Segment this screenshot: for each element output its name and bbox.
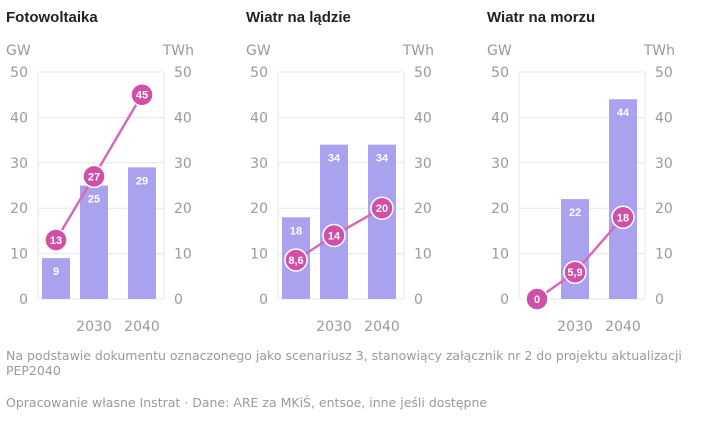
chart-title: Wiatr na morzu — [487, 9, 595, 26]
left-unit-label: GW — [487, 43, 512, 59]
right-tick-label: 20 — [174, 201, 192, 217]
right-tick-label: 40 — [414, 110, 432, 126]
right-tick-label: 0 — [174, 292, 183, 308]
line-point — [322, 223, 346, 248]
right-tick-label: 20 — [655, 201, 673, 217]
left-tick-label: 0 — [500, 292, 509, 308]
line-point-label: 0 — [534, 294, 540, 306]
line-point-label: 45 — [136, 90, 148, 102]
x-tick-label: 2030 — [557, 319, 593, 335]
right-tick-label: 10 — [414, 247, 432, 263]
bar — [320, 144, 348, 299]
right-tick-label: 10 — [655, 247, 673, 263]
left-tick-label: 20 — [491, 201, 509, 217]
bar-value-label: 18 — [290, 225, 302, 237]
left-tick-label: 40 — [250, 110, 268, 126]
left-unit-label: GW — [246, 43, 271, 59]
bar — [80, 185, 108, 299]
line-point-label: 14 — [328, 230, 341, 242]
line-point-label: 5,9 — [567, 267, 582, 279]
line-point — [525, 287, 549, 311]
left-tick-label: 40 — [10, 110, 28, 126]
left-tick-label: 10 — [491, 247, 509, 263]
line-point — [82, 164, 106, 189]
right-unit-label: TWh — [162, 43, 194, 59]
left-tick-label: 0 — [259, 292, 268, 308]
chart-title: Wiatr na lądzie — [246, 9, 351, 26]
x-tick-label: 2040 — [605, 319, 641, 335]
bar — [368, 144, 396, 299]
x-tick-label: 2040 — [364, 319, 400, 335]
right-tick-label: 50 — [174, 65, 192, 81]
line-point-label: 20 — [376, 203, 388, 215]
left-tick-label: 50 — [250, 65, 268, 81]
bar-value-label: 29 — [136, 175, 148, 187]
line-point — [44, 228, 68, 252]
left-tick-label: 30 — [491, 156, 509, 172]
right-tick-label: 50 — [414, 65, 432, 81]
bar-value-label: 9 — [53, 266, 59, 278]
bar — [128, 167, 156, 299]
right-tick-label: 30 — [414, 156, 432, 172]
bar-value-label: 34 — [376, 153, 389, 165]
line-point — [611, 205, 635, 230]
right-tick-label: 0 — [655, 292, 664, 308]
bar-value-label: 22 — [569, 207, 581, 219]
bar-value-label: 25 — [88, 194, 100, 206]
left-tick-label: 40 — [491, 110, 509, 126]
line-point-label: 18 — [617, 212, 629, 224]
bar-value-label: 34 — [328, 153, 341, 165]
right-tick-label: 40 — [174, 110, 192, 126]
right-tick-label: 20 — [414, 201, 432, 217]
left-tick-label: 30 — [10, 156, 28, 172]
right-unit-label: TWh — [643, 43, 675, 59]
right-tick-label: 30 — [174, 156, 192, 172]
right-tick-label: 30 — [655, 156, 673, 172]
bar — [42, 258, 70, 299]
line-point — [370, 196, 394, 220]
left-tick-label: 50 — [10, 65, 28, 81]
right-tick-label: 40 — [655, 110, 673, 126]
left-tick-label: 10 — [10, 247, 28, 263]
left-tick-label: 20 — [250, 201, 268, 217]
x-tick-label: 2030 — [76, 319, 112, 335]
line-point-label: 13 — [50, 235, 62, 247]
left-unit-label: GW — [6, 43, 31, 59]
left-tick-label: 30 — [250, 156, 268, 172]
line-point — [563, 260, 587, 284]
right-unit-label: TWh — [402, 43, 434, 59]
line-point — [130, 82, 154, 107]
right-tick-label: 10 — [174, 247, 192, 263]
bar — [609, 99, 637, 300]
x-tick-label: 2030 — [316, 319, 352, 335]
left-tick-label: 10 — [250, 247, 268, 263]
line-point — [284, 248, 308, 272]
right-tick-label: 50 — [655, 65, 673, 81]
footnote-note: Na podstawie dokumentu oznaczonego jako … — [6, 348, 682, 378]
line-point-label: 8,6 — [288, 255, 303, 267]
line-point-label: 27 — [88, 171, 100, 183]
bar-value-label: 44 — [617, 107, 630, 119]
right-tick-label: 0 — [414, 292, 423, 308]
left-tick-label: 20 — [10, 201, 28, 217]
footnote-source: Opracowanie własne Instrat · Dane: ARE z… — [6, 395, 488, 410]
x-tick-label: 2040 — [124, 319, 160, 335]
chart-title: Fotowoltaika — [6, 9, 98, 26]
left-tick-label: 0 — [19, 292, 28, 308]
left-tick-label: 50 — [491, 65, 509, 81]
